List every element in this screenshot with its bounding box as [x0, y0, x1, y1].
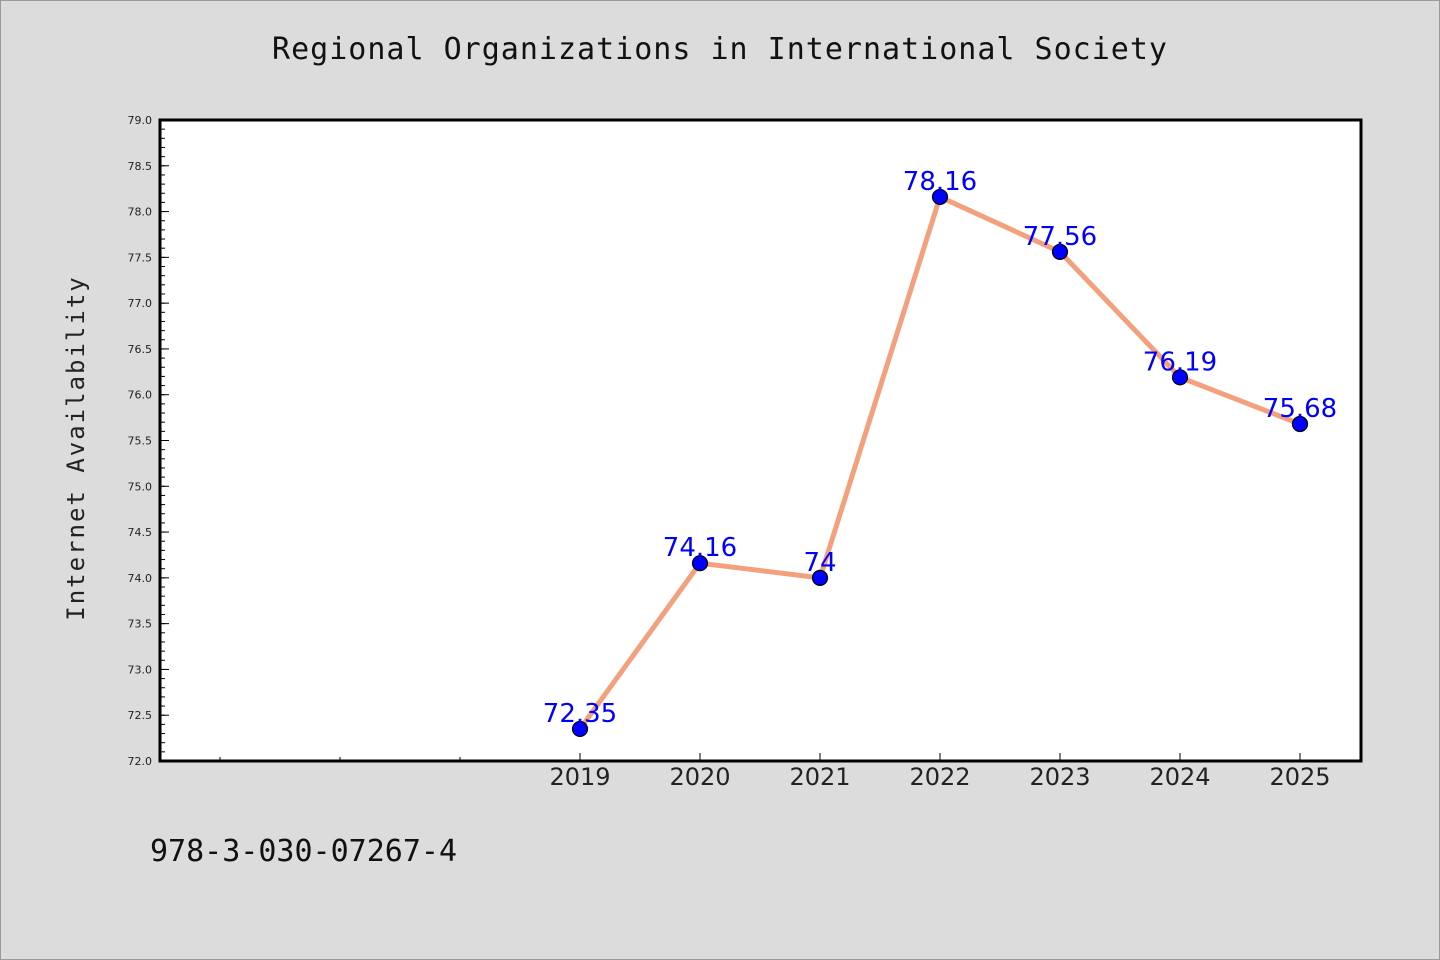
- data-point: [1171, 369, 1189, 386]
- y-tick-label: 78.0: [128, 206, 153, 219]
- y-tick-label: 74.0: [128, 572, 153, 585]
- y-tick-label: 78.5: [128, 160, 153, 173]
- data-point: [931, 188, 949, 206]
- y-tick-label: 75.5: [128, 435, 153, 448]
- x-tick-label: 2022: [909, 763, 970, 791]
- y-tick-label: 75.0: [128, 480, 153, 493]
- x-tick-label: 2024: [1149, 763, 1210, 791]
- data-label: 74: [803, 548, 836, 578]
- y-tick-label: 74.5: [128, 526, 153, 539]
- plot-background: [158, 118, 1363, 763]
- data-label: 72.35: [543, 699, 617, 729]
- data-point: [571, 720, 589, 738]
- y-tick-label: 76.5: [128, 343, 153, 356]
- data-label: 76.19: [1143, 347, 1217, 377]
- x-tick-label: 2020: [669, 763, 730, 791]
- y-tick-label: 73.0: [128, 663, 153, 676]
- y-tick-label: 72.0: [128, 755, 153, 768]
- isbn-label: 978-3-030-07267-4: [150, 834, 458, 869]
- y-tick-label: 76.0: [128, 389, 153, 402]
- y-tick-label: 73.5: [128, 618, 153, 631]
- y-tick-label: 79.0: [128, 114, 153, 127]
- data-label: 74.16: [663, 533, 737, 563]
- y-tick-label: 77.0: [128, 297, 153, 310]
- x-tick-label: 2021: [789, 763, 850, 791]
- data-label: 75.68: [1263, 394, 1337, 424]
- data-point: [811, 569, 829, 586]
- data-point: [691, 555, 709, 572]
- y-tick-label: 72.5: [128, 709, 153, 722]
- chart-title: Regional Organizations in International …: [272, 32, 1168, 67]
- x-tick-label: 2025: [1269, 763, 1330, 791]
- data-point: [1291, 415, 1309, 433]
- data-point: [1051, 243, 1069, 260]
- data-label: 78.16: [903, 167, 977, 197]
- x-tick-label: 2023: [1029, 763, 1090, 791]
- x-tick-label: 2019: [549, 763, 610, 791]
- data-label: 77.56: [1023, 222, 1097, 252]
- y-tick-label: 77.5: [128, 251, 153, 264]
